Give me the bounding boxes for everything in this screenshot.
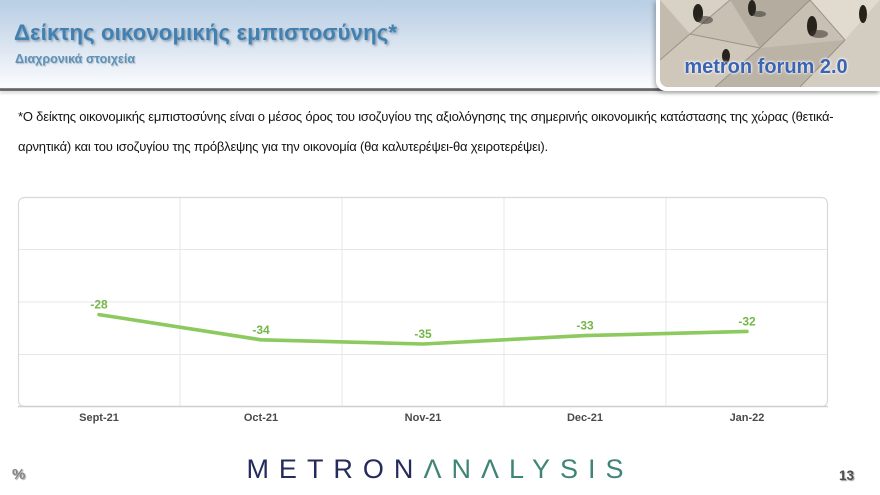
confidence-line-chart: -28 -34 -35 -33 -32 Sept-21 Oct-21 Nov-21 Dec-21… [17, 196, 829, 424]
unit-label: % [12, 466, 26, 483]
metron-forum-logo: metron forum 2.0 [656, 0, 880, 91]
header-divider [0, 88, 880, 91]
x-axis-label: Oct-21 [244, 412, 278, 424]
page-title: Δείκτης οικονομικής εμπιστοσύνης* [14, 20, 398, 45]
metron-analysis-logo: METRONΛNΛLYSIS [0, 454, 880, 485]
index-definition-footnote: *Ο δείκτης οικονομικής εμπιστοσύνης είνα… [18, 109, 834, 154]
x-axis-label: Nov-21 [405, 412, 442, 424]
brand-analysis: ΛNΛLYSIS [423, 454, 634, 484]
svg-text:-33: -33 [576, 319, 594, 333]
page-number: 13 [838, 468, 854, 483]
svg-text:-32: -32 [738, 314, 756, 328]
svg-text:-28: -28 [90, 298, 108, 312]
brand-metron: METRON [246, 454, 424, 484]
svg-text:-34: -34 [252, 323, 270, 337]
metron-forum-logo-text: metron forum 2.0 [684, 56, 848, 78]
mosaic-photo [660, 0, 880, 87]
chart-canvas: -28 -34 -35 -33 -32 Sept-21 Oct-21 Nov-21 Dec-21… [17, 196, 829, 424]
x-axis-label: Jan-22 [730, 412, 765, 424]
x-axis-label: Dec-21 [567, 412, 603, 424]
x-axis-label: Sept-21 [79, 412, 119, 424]
page-subtitle: Διαχρονικά στοιχεία [15, 52, 136, 66]
svg-text:-35: -35 [414, 327, 432, 341]
